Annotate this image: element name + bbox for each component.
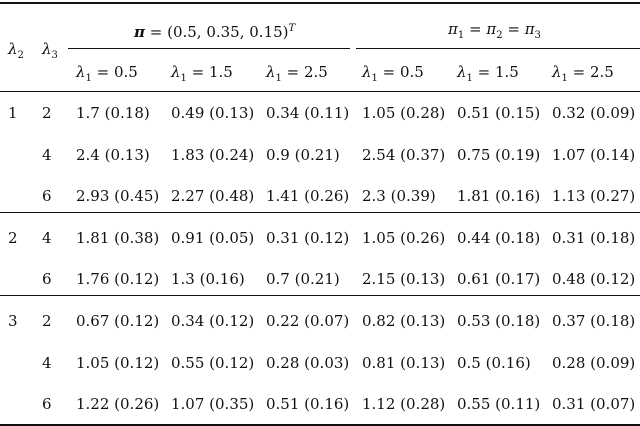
table-cell: 1.76 (0.12) <box>76 270 160 288</box>
table-cell: 1.07 (0.35) <box>171 395 255 413</box>
table-cell: 0.37 (0.18) <box>552 312 636 330</box>
table-cell: 0.34 (0.12) <box>171 312 255 330</box>
header-rule <box>0 91 640 92</box>
subcol-header-3: λ1 = 2.5 <box>266 63 328 84</box>
subcol-header-6: λ1 = 2.5 <box>552 63 614 84</box>
table-cell: 0.75 (0.19) <box>457 146 541 164</box>
table-cell: 0.49 (0.13) <box>171 104 255 122</box>
table-cell: 0.34 (0.11) <box>266 104 350 122</box>
subcol-header-2: λ1 = 1.5 <box>171 63 233 84</box>
block-1-rule <box>0 212 640 213</box>
table-cell: 0.55 (0.11) <box>457 395 541 413</box>
lambda3-value: 4 <box>42 146 52 164</box>
table-cell: 2.3 (0.39) <box>362 187 436 205</box>
table-cell: 0.91 (0.05) <box>171 229 255 247</box>
table-cell: 0.48 (0.12) <box>552 270 636 288</box>
table-cell: 1.3 (0.16) <box>171 270 245 288</box>
table-cell: 0.61 (0.17) <box>457 270 541 288</box>
header-lambda3: λ3 <box>42 40 58 61</box>
lambda3-value: 4 <box>42 229 52 247</box>
lambda2-value: 3 <box>8 312 18 330</box>
table-cell: 0.82 (0.13) <box>362 312 446 330</box>
table-cell: 1.81 (0.38) <box>76 229 160 247</box>
group-a-title: π = (0.5, 0.35, 0.15)T <box>134 23 296 41</box>
lambda2-value: 1 <box>8 104 18 122</box>
table-cell: 0.51 (0.15) <box>457 104 541 122</box>
table-cell: 0.7 (0.21) <box>266 270 340 288</box>
group-b-underline <box>356 48 640 49</box>
table-cell: 1.13 (0.27) <box>552 187 636 205</box>
table-cell: 0.31 (0.18) <box>552 229 636 247</box>
lambda3-value: 6 <box>42 395 52 413</box>
table-cell: 0.31 (0.07) <box>552 395 636 413</box>
lambda3-value: 6 <box>42 270 52 288</box>
table-cell: 2.93 (0.45) <box>76 187 160 205</box>
group-a-underline <box>68 48 350 49</box>
table-cell: 0.51 (0.16) <box>266 395 350 413</box>
top-rule <box>0 2 640 4</box>
table-cell: 1.05 (0.28) <box>362 104 446 122</box>
table-cell: 0.22 (0.07) <box>266 312 350 330</box>
subcol-header-5: λ1 = 1.5 <box>457 63 519 84</box>
table-cell: 1.12 (0.28) <box>362 395 446 413</box>
table-cell: 0.53 (0.18) <box>457 312 541 330</box>
table-cell: 1.83 (0.24) <box>171 146 255 164</box>
table-cell: 0.67 (0.12) <box>76 312 160 330</box>
table-cell: 1.7 (0.18) <box>76 104 150 122</box>
table-cell: 2.27 (0.48) <box>171 187 255 205</box>
table-cell: 1.81 (0.16) <box>457 187 541 205</box>
block-2-rule <box>0 295 640 296</box>
table-cell: 0.31 (0.12) <box>266 229 350 247</box>
table-cell: 2.54 (0.37) <box>362 146 446 164</box>
table-cell: 0.28 (0.09) <box>552 354 636 372</box>
table-cell: 0.44 (0.18) <box>457 229 541 247</box>
table-cell: 0.5 (0.16) <box>457 354 531 372</box>
table-cell: 0.28 (0.03) <box>266 354 350 372</box>
table-cell: 0.55 (0.12) <box>171 354 255 372</box>
subcol-header-4: λ1 = 0.5 <box>362 63 424 84</box>
lambda3-value: 4 <box>42 354 52 372</box>
table-cell: 1.22 (0.26) <box>76 395 160 413</box>
header-lambda2: λ2 <box>8 40 24 61</box>
table-cell: 0.32 (0.09) <box>552 104 636 122</box>
table-cell: 1.07 (0.14) <box>552 146 636 164</box>
lambda3-value: 2 <box>42 312 52 330</box>
lambda3-value: 6 <box>42 187 52 205</box>
table-cell: 1.05 (0.26) <box>362 229 446 247</box>
table-cell: 2.15 (0.13) <box>362 270 446 288</box>
lambda2-value: 2 <box>8 229 18 247</box>
subcol-header-1: λ1 = 0.5 <box>76 63 138 84</box>
table-cell: 1.05 (0.12) <box>76 354 160 372</box>
table-cell: 2.4 (0.13) <box>76 146 150 164</box>
bottom-rule <box>0 424 640 426</box>
lambda3-value: 2 <box>42 104 52 122</box>
table-cell: 1.41 (0.26) <box>266 187 350 205</box>
group-b-title: π1 = π2 = π3 <box>448 20 541 41</box>
table-cell: 0.9 (0.21) <box>266 146 340 164</box>
table-cell: 0.81 (0.13) <box>362 354 446 372</box>
